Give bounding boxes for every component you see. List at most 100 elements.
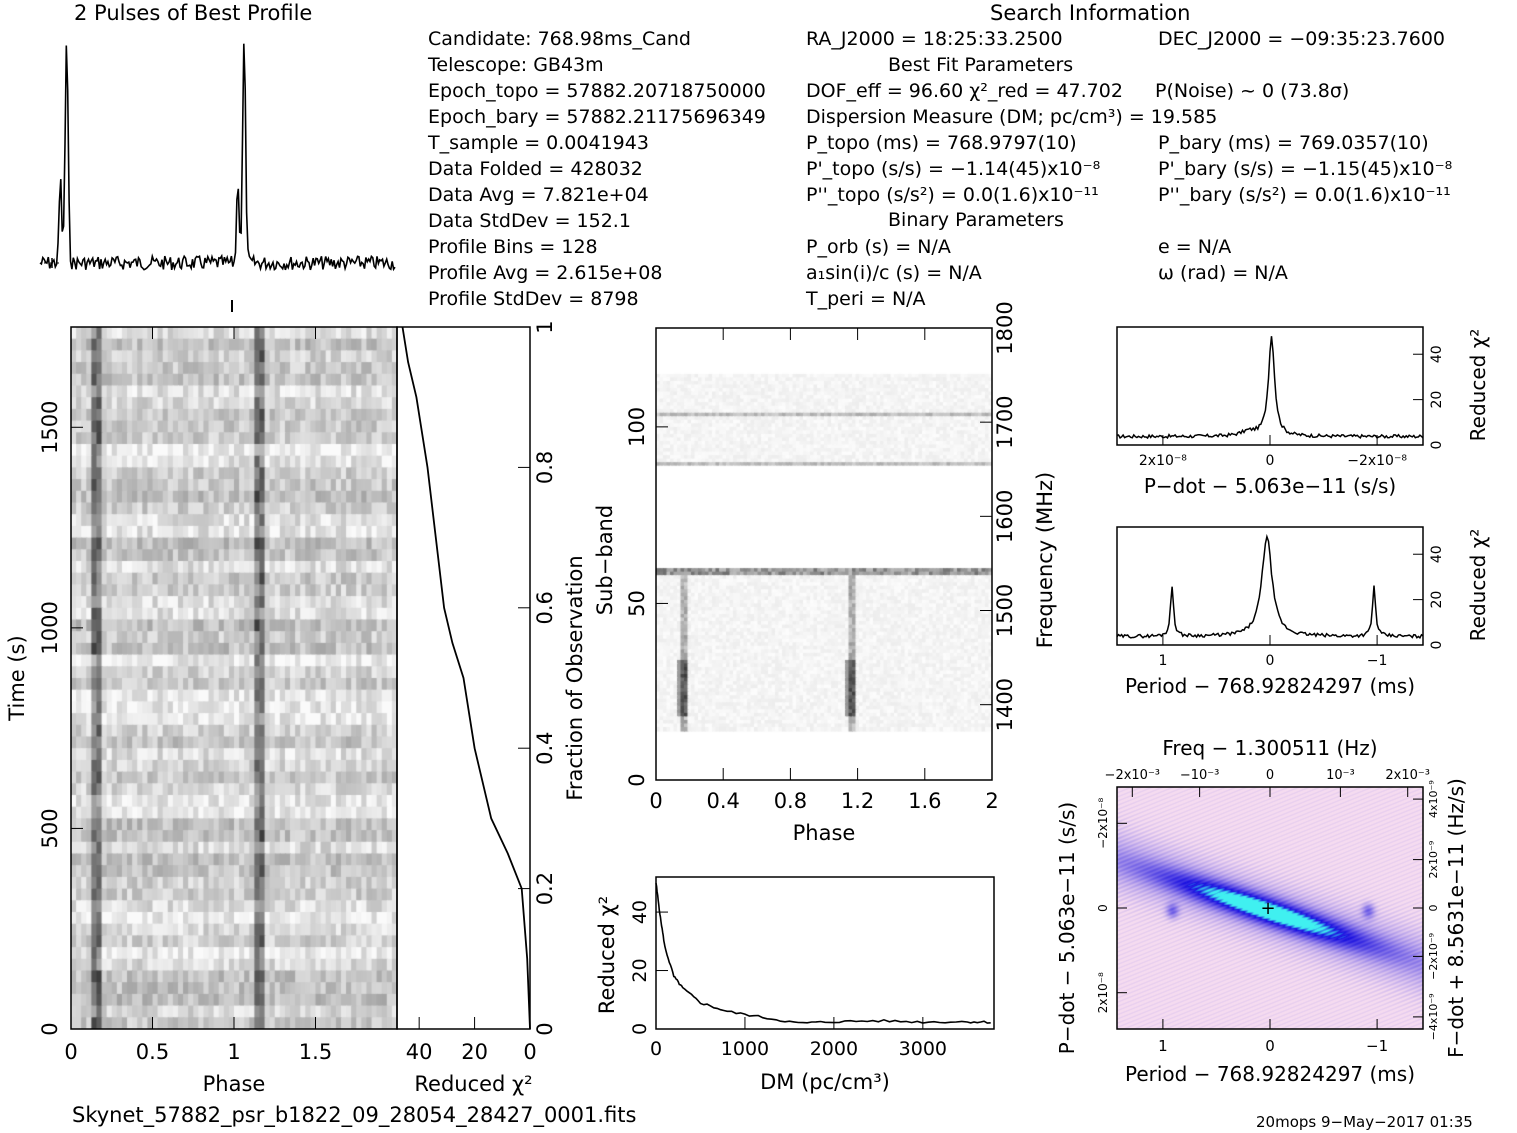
y-tick-label: 1500 xyxy=(38,401,62,454)
top-tick-label: 0 xyxy=(1266,768,1274,783)
best-fit-marker: + xyxy=(1260,898,1275,919)
y-tick-label: 500 xyxy=(38,808,62,848)
best-fit-title: Best Fit Parameters xyxy=(888,54,1074,76)
search-pnoise: P(Noise) ~ 0 (73.8σ) xyxy=(1155,80,1350,102)
y-axis-label: Sub−band xyxy=(593,505,617,615)
search-dof-chi: DOF_eff = 96.60 χ²_red = 47.702 xyxy=(806,80,1123,102)
search-p-orb: P_orb (s) = N/A xyxy=(806,236,951,258)
y2-tick-label: 0 xyxy=(1427,905,1440,912)
x-tick-label: 20 xyxy=(461,1040,488,1064)
binary-title: Binary Parameters xyxy=(888,209,1064,231)
y2-tick-label: 1700 xyxy=(993,395,1017,448)
x-axis-label: Period − 768.92824297 (ms) xyxy=(1125,674,1415,698)
search-omega: ω (rad) = N/A xyxy=(1158,262,1288,284)
x-tick-label: 0 xyxy=(1266,453,1275,469)
y-tick-label: 100 xyxy=(625,407,649,447)
x-axis-label: Phase xyxy=(793,821,856,845)
top-tick-label: 10⁻³ xyxy=(1326,768,1355,783)
x-tick-label: −1 xyxy=(1366,1037,1388,1055)
search-dec: DEC_J2000 = −09:35:23.7600 xyxy=(1158,28,1446,50)
y2-axis-label: F−dot + 8.5631e−11 (Hz/s) xyxy=(1444,778,1468,1058)
chi-fraction-plot: 40 20 0 0 0.2 0.4 0.6 0.8 1 Reduced χ² Fraction of… xyxy=(396,320,587,1096)
x-tick-label: 0.5 xyxy=(136,1040,169,1064)
x-axis-label: Period − 768.92824297 (ms) xyxy=(1125,1062,1415,1086)
y-tick-label: 20 xyxy=(629,958,651,982)
y-tick-label: 1000 xyxy=(38,601,62,654)
x-tick-label: 3000 xyxy=(899,1038,947,1060)
y-tick-label: 40 xyxy=(629,900,651,924)
ppdot-title: Freq − 1.300511 (Hz) xyxy=(1162,736,1377,760)
x-tick-label: 1000 xyxy=(721,1038,769,1060)
info-profile-bins: Profile Bins = 128 xyxy=(428,236,598,258)
search-pd-topo: P'_topo (s/s) = −1.14(45)x10⁻⁸ xyxy=(806,158,1101,180)
x-tick-label: 2 xyxy=(985,789,998,813)
profile-plot xyxy=(39,43,396,312)
x-axis-label: P−dot − 5.063e−11 (s/s) xyxy=(1144,474,1396,498)
y2-tick-label: 1600 xyxy=(993,490,1017,543)
time-phase-frame xyxy=(70,326,398,1030)
info-telescope: Telescope: GB43m xyxy=(428,54,604,76)
info-data-avg: Data Avg = 7.821e+04 xyxy=(428,184,649,206)
ppdot-axes: +1 0 −1 −2x10⁻³ −10⁻³ 0 10⁻³ 2x10⁻³ −2x10⁻⁸ 0 2x10… xyxy=(1055,736,1468,1086)
x-tick-label: 0 xyxy=(649,789,662,813)
x-tick-label: 1.2 xyxy=(841,789,874,813)
footer-filename: Skynet_57882_psr_b1822_09_28054_28427_00… xyxy=(72,1103,637,1127)
y-tick-label: 1 xyxy=(533,320,557,333)
y-tick-label: 0.8 xyxy=(533,451,557,484)
info-t-sample: T_sample = 0.0041943 xyxy=(428,132,649,154)
info-epoch-topo: Epoch_topo = 57882.20718750000 xyxy=(428,80,766,102)
y2-tick-label: −4x10⁻⁹ xyxy=(1427,993,1440,1040)
top-tick-label: −2x10⁻³ xyxy=(1105,768,1160,783)
time-phase-heatmap xyxy=(71,327,397,1029)
search-dm: Dispersion Measure (DM; pc/cm³) = 19.585 xyxy=(806,106,1218,128)
time-phase-axes: 0 0.5 1 1.5 0 500 1000 1500 Phase Time (s) xyxy=(5,326,398,1096)
y-tick-label: 40 xyxy=(1429,545,1445,563)
x-tick-label: 1.5 xyxy=(299,1040,332,1064)
y-tick-label: 0.6 xyxy=(533,591,557,624)
info-candidate: Candidate: 768.98ms_Cand xyxy=(428,28,691,50)
search-t-peri: T_peri = N/A xyxy=(806,288,926,310)
x-tick-label: 0.4 xyxy=(706,789,739,813)
y2-tick-label: 1400 xyxy=(993,678,1017,731)
y-axis-label: P−dot − 5.063e−11 (s/s) xyxy=(1055,802,1079,1054)
subband-heatmap xyxy=(656,328,992,780)
y-tick-label: 40 xyxy=(1429,345,1445,363)
y2-tick-label: −2x10⁻⁹ xyxy=(1427,933,1440,980)
y2-tick-label: 4x10⁻⁹ xyxy=(1427,780,1440,818)
dm-line xyxy=(655,882,991,1024)
y-tick-label: 0 xyxy=(625,773,649,786)
x-tick-label: 40 xyxy=(406,1040,433,1064)
footer-stamp: 20mops 9−May−2017 01:35 xyxy=(1256,1113,1473,1131)
y-tick-label: 0.4 xyxy=(533,731,557,764)
x-tick-label: 0 xyxy=(1266,653,1275,669)
y2-tick-label: 1500 xyxy=(993,584,1017,637)
search-pdd-bary: P''_bary (s/s²) = 0.0(1.6)x10⁻¹¹ xyxy=(1158,184,1451,206)
search-title: Search Information xyxy=(990,1,1191,25)
x-tick-label: 1.6 xyxy=(908,789,941,813)
y-tick-label: 0 xyxy=(533,1022,557,1035)
y-axis-label: Reduced χ² xyxy=(1466,529,1490,642)
info-data-folded: Data Folded = 428032 xyxy=(428,158,643,180)
y-tick-label: 50 xyxy=(625,590,649,617)
x-axis-label: Reduced χ² xyxy=(414,1072,532,1096)
y-tick-label: 20 xyxy=(1429,591,1445,609)
x-tick-label: −2x10⁻⁸ xyxy=(1347,453,1407,469)
x-axis-label: DM (pc/cm³) xyxy=(760,1070,890,1094)
chi-fraction-frame xyxy=(396,326,531,1030)
pdot_chi-line xyxy=(1116,336,1424,440)
y-tick-label: 0 xyxy=(1096,904,1110,912)
y-tick-label: 0 xyxy=(1429,441,1445,450)
info-data-stddev: Data StdDev = 152.1 xyxy=(428,210,631,232)
x-tick-label: 2x10⁻⁸ xyxy=(1139,453,1187,469)
period_chi-line xyxy=(1116,533,1424,639)
search-a1sini: a₁sin(i)/c (s) = N/A xyxy=(806,262,982,284)
x-tick-label: −1 xyxy=(1367,653,1388,669)
y-axis-label: Reduced χ² xyxy=(1466,329,1490,442)
x-tick-label: 1 xyxy=(227,1040,240,1064)
y-tick-label: 0 xyxy=(1429,641,1445,650)
subband-axes: 0 0.4 0.8 1.2 1.6 2 0 50 100 1400 1500 1600 1700 1800… xyxy=(593,301,1057,845)
y-tick-label: −2x10⁻⁸ xyxy=(1096,798,1110,849)
search-e: e = N/A xyxy=(1158,236,1232,258)
y-tick-label: 0 xyxy=(38,1022,62,1035)
y-tick-label: 20 xyxy=(1429,391,1445,409)
